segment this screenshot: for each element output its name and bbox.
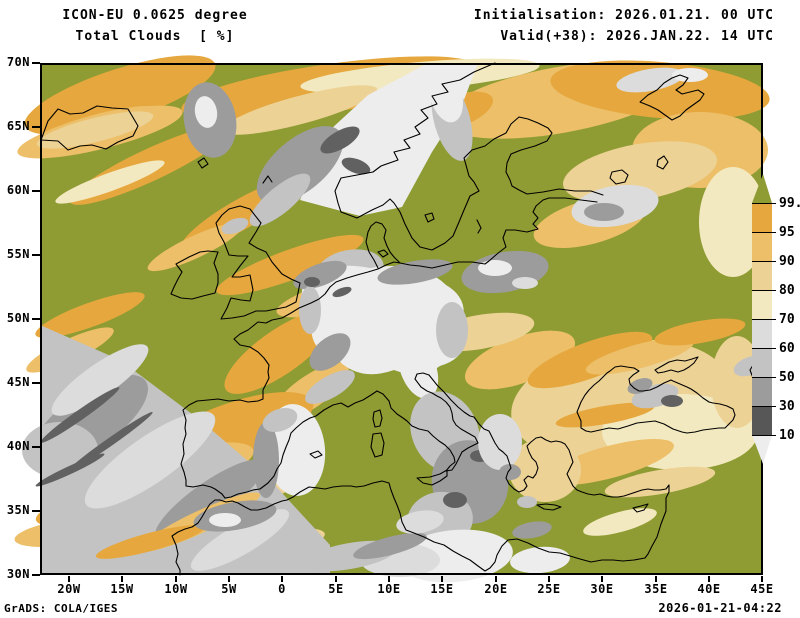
x-tick bbox=[68, 576, 70, 582]
x-tick bbox=[708, 576, 710, 582]
colorbar-bottom-arrow bbox=[752, 435, 772, 464]
colorbar-tick bbox=[752, 319, 776, 320]
y-tick bbox=[32, 382, 40, 384]
x-axis-label: 20W bbox=[57, 582, 81, 596]
x-tick bbox=[281, 576, 283, 582]
colorbar-label: 95 bbox=[779, 225, 795, 240]
x-axis-label: 10E bbox=[377, 582, 401, 596]
colorbar-label: 99.5 bbox=[779, 196, 800, 211]
y-axis-label: 65N bbox=[6, 119, 30, 133]
y-axis-label: 70N bbox=[6, 55, 30, 69]
colorbar-tick bbox=[752, 203, 776, 204]
colorbar-tick bbox=[752, 377, 776, 378]
y-tick bbox=[32, 510, 40, 512]
x-axis-label: 10W bbox=[164, 582, 188, 596]
colorbar-segment bbox=[752, 319, 772, 348]
y-tick bbox=[32, 318, 40, 320]
x-axis-label: 5W bbox=[221, 582, 237, 596]
init-time-label: Initialisation: 2026.01.21. 00 UTC bbox=[473, 8, 774, 23]
cloud-cover-colorbar bbox=[752, 174, 772, 464]
x-tick bbox=[495, 576, 497, 582]
colorbar-segment bbox=[752, 232, 772, 261]
y-tick bbox=[32, 574, 40, 576]
coastline-layer bbox=[40, 62, 763, 576]
x-axis-label: 15W bbox=[110, 582, 134, 596]
x-axis-label: 20E bbox=[484, 582, 508, 596]
x-tick bbox=[601, 576, 603, 582]
valid-time-label: Valid(+38): 2026.JAN.22. 14 UTC bbox=[500, 29, 774, 44]
colorbar-label: 30 bbox=[779, 399, 795, 414]
x-tick bbox=[335, 576, 337, 582]
x-tick bbox=[761, 576, 763, 582]
x-axis-label: 35E bbox=[644, 582, 668, 596]
y-axis-label: 30N bbox=[6, 567, 30, 581]
y-axis-label: 55N bbox=[6, 247, 30, 261]
y-tick bbox=[32, 126, 40, 128]
y-axis-label: 45N bbox=[6, 375, 30, 389]
x-axis-label: 0 bbox=[278, 582, 286, 596]
colorbar-tick bbox=[752, 406, 776, 407]
x-tick bbox=[175, 576, 177, 582]
colorbar-segment bbox=[752, 348, 772, 377]
variable-title: Total Clouds [ %] bbox=[75, 29, 235, 44]
creation-timestamp: 2026-01-21-04:22 bbox=[658, 601, 782, 615]
x-tick bbox=[121, 576, 123, 582]
y-tick bbox=[32, 190, 40, 192]
y-tick bbox=[32, 446, 40, 448]
model-title: ICON-EU 0.0625 degree bbox=[62, 8, 248, 23]
x-tick bbox=[548, 576, 550, 582]
x-axis-label: 25E bbox=[537, 582, 561, 596]
colorbar-tick bbox=[752, 232, 776, 233]
cloud-shading-layer bbox=[14, 55, 770, 583]
colorbar-label: 90 bbox=[779, 254, 795, 269]
x-axis-label: 30E bbox=[590, 582, 614, 596]
colorbar-tick bbox=[752, 261, 776, 262]
x-axis-label: 40E bbox=[697, 582, 721, 596]
colorbar-segment bbox=[752, 203, 772, 232]
grads-credit: GrADS: COLA/IGES bbox=[4, 602, 118, 615]
x-tick bbox=[655, 576, 657, 582]
colorbar-segment bbox=[752, 406, 772, 435]
y-axis-label: 40N bbox=[6, 439, 30, 453]
x-tick bbox=[441, 576, 443, 582]
x-axis-label: 5E bbox=[328, 582, 344, 596]
colorbar-label: 70 bbox=[779, 312, 795, 327]
colorbar-tick bbox=[752, 348, 776, 349]
colorbar-segment bbox=[752, 290, 772, 319]
x-axis-label: 15E bbox=[430, 582, 454, 596]
y-axis-label: 50N bbox=[6, 311, 30, 325]
colorbar-tick bbox=[752, 435, 776, 436]
x-axis-label: 45E bbox=[750, 582, 774, 596]
colorbar-label: 80 bbox=[779, 283, 795, 298]
y-axis-label: 35N bbox=[6, 503, 30, 517]
colorbar-label: 60 bbox=[779, 341, 795, 356]
colorbar-segment bbox=[752, 261, 772, 290]
colorbar-label: 50 bbox=[779, 370, 795, 385]
y-tick bbox=[32, 254, 40, 256]
colorbar-label: 10 bbox=[779, 428, 795, 443]
colorbar-tick bbox=[752, 290, 776, 291]
x-tick bbox=[228, 576, 230, 582]
colorbar-segment bbox=[752, 377, 772, 406]
y-tick bbox=[32, 62, 40, 64]
x-tick bbox=[388, 576, 390, 582]
colorbar-top-arrow bbox=[752, 174, 772, 203]
y-axis-label: 60N bbox=[6, 183, 30, 197]
